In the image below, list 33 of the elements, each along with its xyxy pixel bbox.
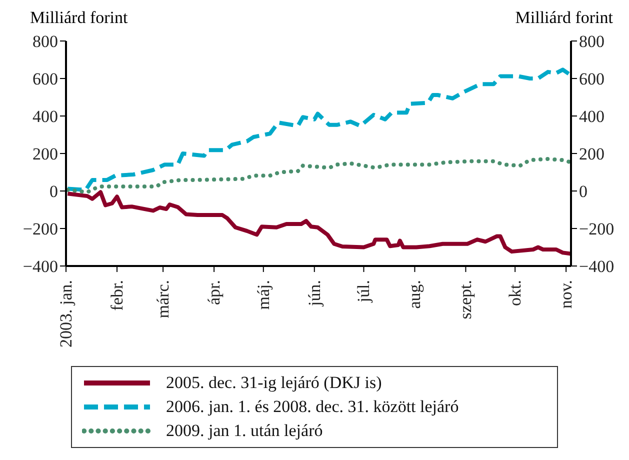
x-tick-label: jún. — [304, 280, 324, 307]
x-tick-label: júl. — [354, 280, 374, 304]
x-tick-label: márc. — [154, 280, 173, 318]
y2-tick-label: 400 — [579, 107, 604, 126]
y2-tick-label: 800 — [579, 32, 604, 52]
line-series — [66, 68, 571, 192]
y2-tick-label: −400 — [579, 257, 614, 276]
y2-tick-label: 200 — [579, 144, 604, 164]
y-tick-label: −200 — [22, 220, 58, 239]
x-tick-label: febr. — [107, 280, 126, 311]
x-tick-label: 2003. jan. — [56, 280, 76, 348]
y-tick-label: 400 — [32, 107, 58, 126]
y2-tick-label: 0 — [579, 182, 588, 202]
line-series — [66, 156, 571, 194]
x-tick-label: aug. — [405, 280, 424, 309]
y-tick-label: 800 — [32, 32, 58, 52]
y-tick-label: 600 — [32, 70, 58, 89]
y2-axis-title: Milliárd forint — [515, 8, 613, 28]
x-tick-label: ápr. — [204, 280, 224, 306]
y-tick-label: 200 — [32, 144, 58, 164]
y2-tick-label: 600 — [579, 70, 604, 89]
x-tick-label: máj. — [254, 280, 273, 310]
legend-label: 2006. jan. 1. és 2008. dec. 31. között lejáró — [166, 397, 459, 417]
y-axis-title: Milliárd forint — [30, 8, 128, 28]
y2-tick-label: −200 — [579, 220, 614, 239]
y-tick-label: −400 — [22, 257, 58, 276]
x-tick-label: nov. — [556, 280, 576, 309]
x-tick-label: szept. — [456, 280, 476, 320]
line-series — [66, 190, 571, 256]
legend-label: 2009. jan 1. után lejáró — [166, 421, 323, 441]
y-tick-label: 0 — [50, 182, 58, 202]
legend-label: 2005. dec. 31-ig lejáró (DKJ is) — [166, 373, 382, 393]
x-tick-label: okt. — [506, 280, 525, 306]
